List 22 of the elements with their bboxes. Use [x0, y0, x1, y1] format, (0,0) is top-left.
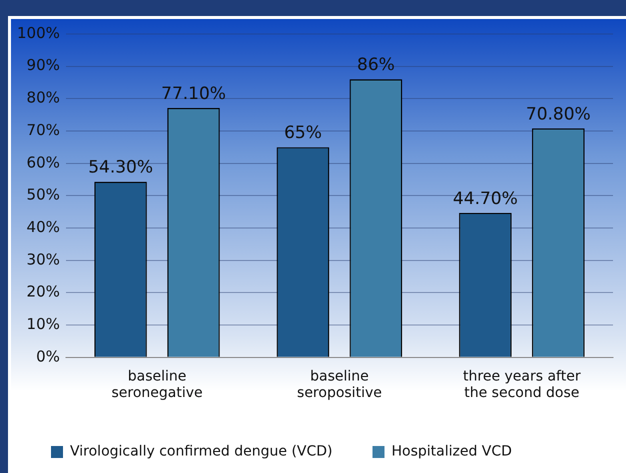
- legend-label: Hospitalized VCD: [392, 444, 512, 460]
- y-tick-label: 30%: [26, 250, 60, 268]
- y-tick-label: 60%: [26, 153, 60, 172]
- y-tick-label: 100%: [16, 24, 60, 42]
- data-label: 44.70%: [452, 188, 518, 209]
- y-tick-label: 0%: [36, 347, 60, 366]
- y-tick-label: 90%: [26, 56, 60, 74]
- y-tick-label: 20%: [26, 282, 60, 301]
- data-label: 86%: [357, 55, 395, 76]
- data-label: 77.10%: [161, 84, 226, 104]
- y-tick-label: 80%: [26, 88, 60, 107]
- x-tick-label: baseline seropositive: [297, 368, 382, 402]
- y-tick-label: 40%: [26, 218, 60, 236]
- y-tick-label: 70%: [26, 120, 60, 139]
- x-tick-label: baseline seronegative: [111, 368, 203, 402]
- data-label: 65%: [284, 123, 322, 144]
- data-label: 54.30%: [88, 158, 154, 178]
- y-tick-label: 10%: [26, 314, 60, 333]
- legend-label: Virologically confirmed dengue (VCD): [70, 444, 332, 460]
- y-tick-label: 50%: [26, 186, 60, 204]
- x-tick-label: three years after the second dose: [463, 368, 581, 402]
- data-label: 70.80%: [526, 104, 591, 124]
